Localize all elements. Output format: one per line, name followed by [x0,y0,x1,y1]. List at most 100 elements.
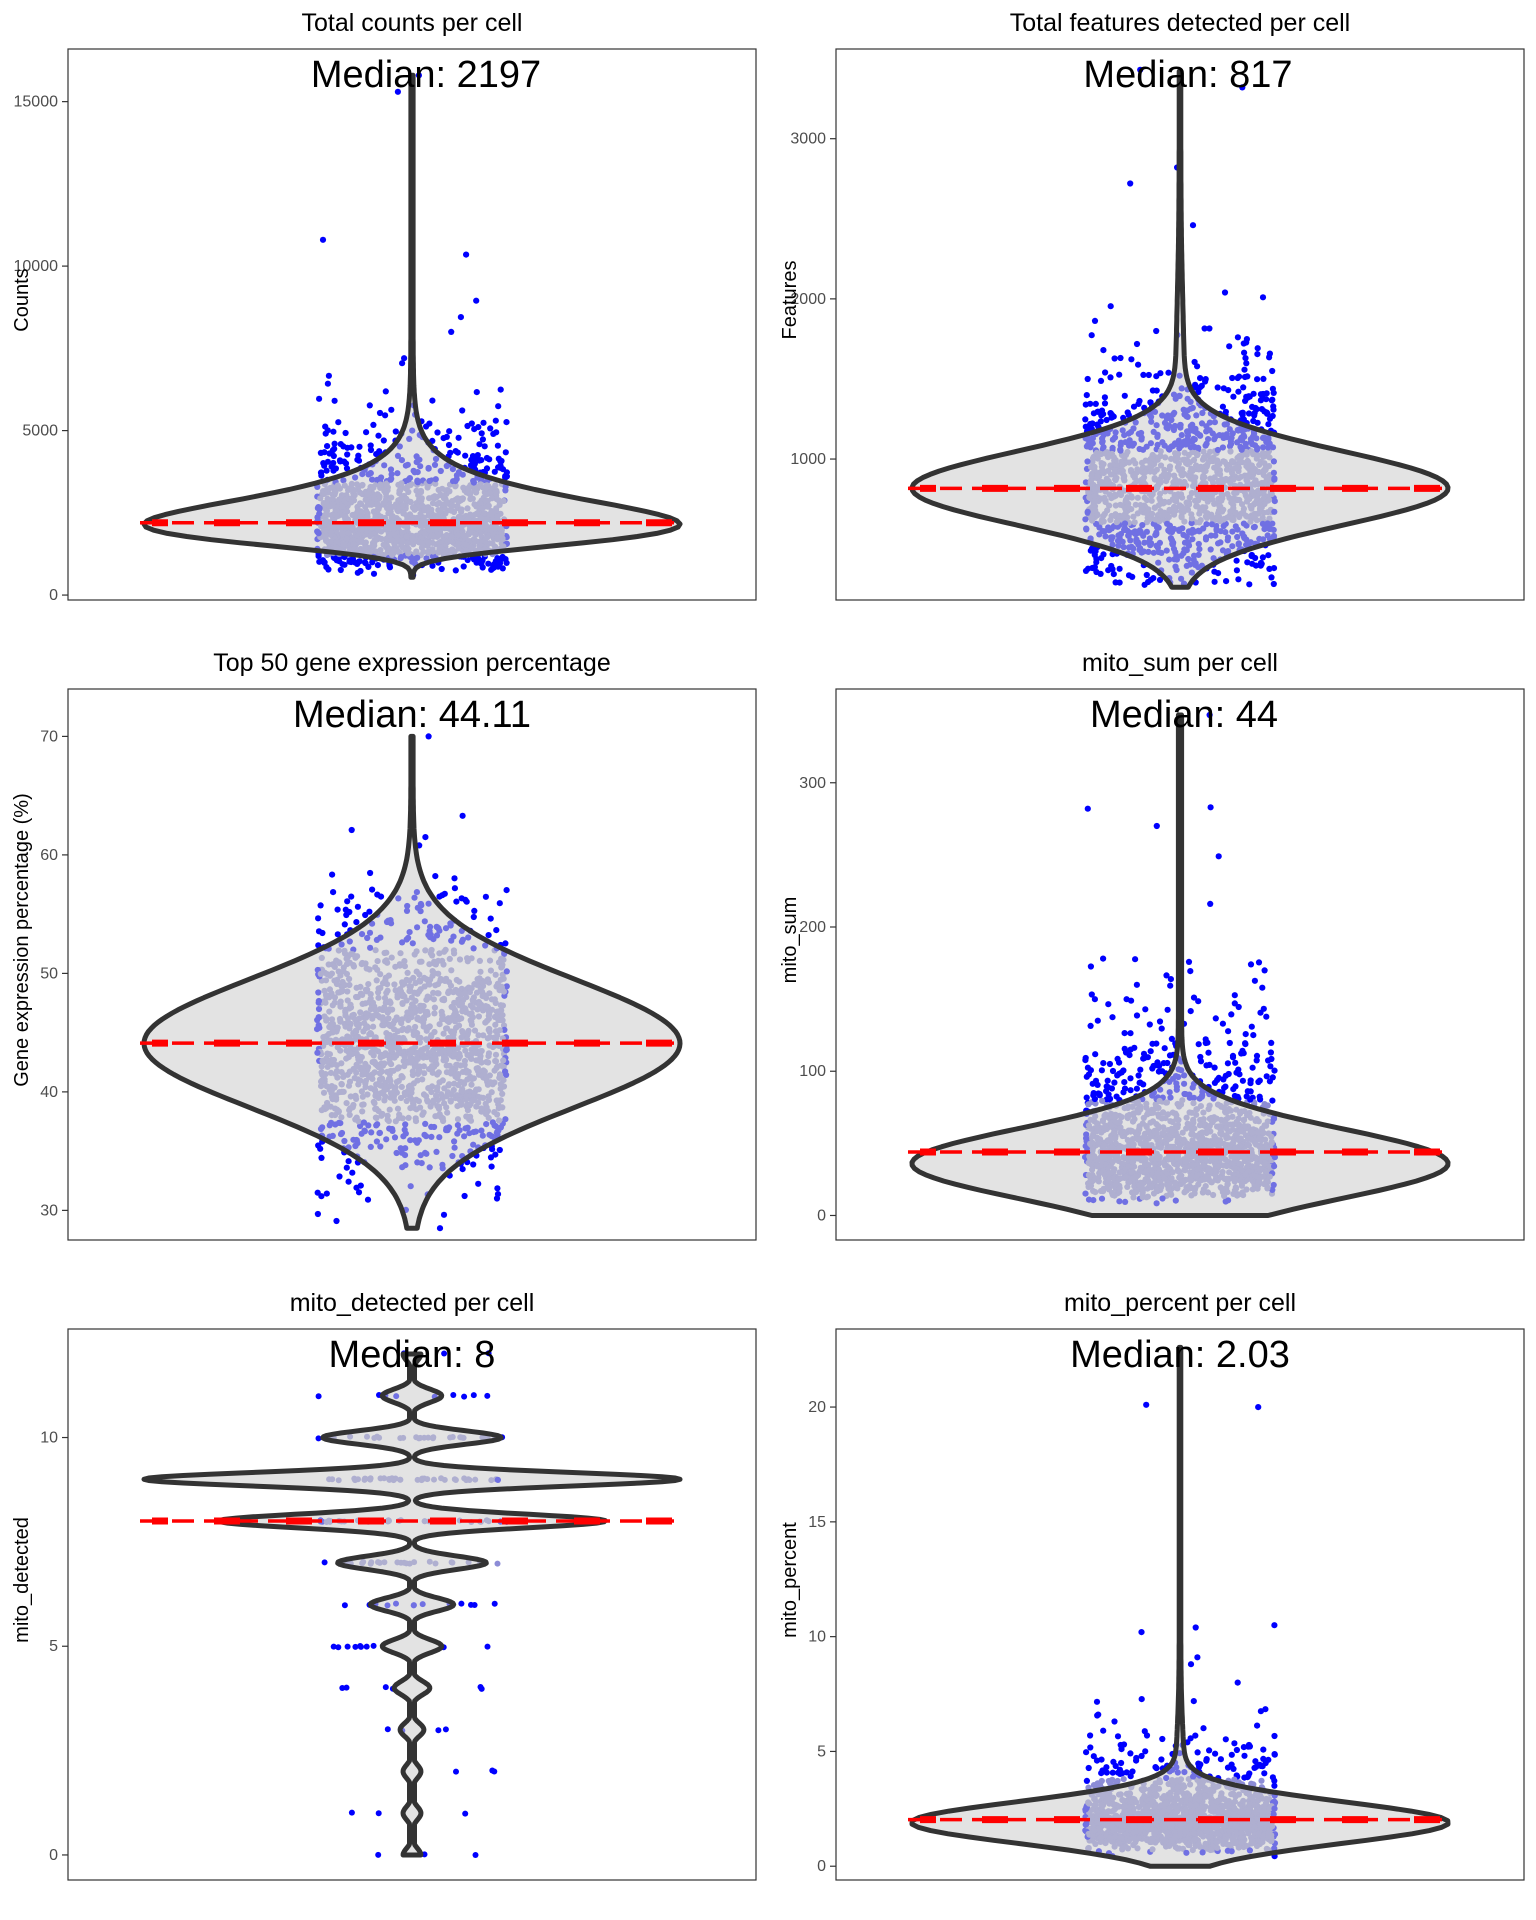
data-point [452,448,459,455]
data-point [1214,384,1221,391]
panel-total-counts: 0 5000 10000 15000 Total counts per cell Med… [0,0,768,640]
data-point [1127,1075,1134,1082]
data-point [1226,343,1233,350]
data-point [1121,392,1128,399]
data-point [316,395,323,402]
data-point [1257,562,1264,569]
y-tick-label: 3000 [790,131,826,148]
data-point [503,419,510,426]
data-point [494,1191,502,1198]
data-point [1232,1059,1239,1066]
data-point [373,451,380,458]
outlier-point [1221,289,1229,296]
data-point [323,467,330,474]
data-point [1241,366,1248,373]
data-point [334,931,341,938]
data-point [452,567,459,574]
data-point [324,458,331,465]
data-point [1082,416,1089,423]
data-point [487,425,494,432]
data-point [1263,390,1270,397]
data-point [366,908,373,915]
chart-title: Top 50 gene expression percentage [213,649,611,677]
data-point [322,423,329,430]
data-point [494,442,501,449]
data-point [356,558,363,565]
y-tick-label: 2000 [790,291,826,308]
data-point [1246,581,1253,588]
data-point [1157,370,1164,377]
data-point [1269,412,1276,420]
violin-shape [141,72,683,580]
data-point [1225,387,1232,394]
data-point [440,1211,448,1218]
data-point [470,1161,477,1168]
y-tick-label: 0 [817,1207,826,1224]
data-point [1263,1013,1270,1020]
data-point [1093,568,1100,576]
panel-total-features: 1000 2000 3000 Total features detected per … [768,0,1536,640]
data-point [1252,554,1259,562]
data-point [451,885,458,892]
y-tick-label: 100 [799,1063,826,1080]
data-point [429,397,436,404]
data-point [491,468,498,475]
data-point [317,902,324,909]
data-point [1101,394,1108,401]
data-point [339,561,346,568]
data-point [1259,393,1266,400]
data-point [1125,572,1133,579]
data-point [451,875,458,882]
data-point [369,886,376,893]
data-point [1219,403,1226,410]
outlier-point [333,1217,340,1225]
data-point [1142,1006,1149,1013]
data-point [375,432,382,439]
data-point [429,562,436,569]
data-point [462,452,469,459]
data-point [502,940,509,947]
data-point [1249,560,1256,567]
data-point [324,380,331,387]
data-point [502,473,509,480]
y-tick-label: 15000 [14,94,59,111]
data-point [1230,393,1237,400]
data-point [345,1158,352,1165]
data-point [337,566,344,574]
data-point [1145,578,1152,586]
y-tick-label: 10000 [14,258,59,275]
data-point [1091,317,1099,324]
data-point [361,559,369,566]
outlier-point [1127,180,1134,187]
data-point [344,451,351,458]
data-point [1143,571,1150,579]
data-point [1234,374,1241,382]
data-point [463,898,470,905]
data-point [345,1178,352,1185]
data-point [1223,578,1230,585]
data-point [492,1151,499,1158]
data-point [464,556,471,564]
data-point [367,442,374,449]
data-point [1264,410,1271,417]
data-point [1094,1081,1101,1088]
outlier-point [463,251,470,258]
outlier-point [401,355,408,362]
data-point [341,458,348,465]
data-point [1087,420,1094,428]
y-tick-label: 30 [40,1202,58,1219]
outlier-point [1239,84,1246,91]
data-point [497,464,504,471]
data-point [380,437,387,444]
data-point [1239,411,1246,419]
data-point [370,421,377,428]
data-point [490,561,497,568]
data-point [349,556,356,563]
data-point [1187,968,1194,975]
data-point [1254,351,1261,358]
data-point [497,457,504,464]
data-point [1163,972,1170,979]
data-point [354,569,361,576]
